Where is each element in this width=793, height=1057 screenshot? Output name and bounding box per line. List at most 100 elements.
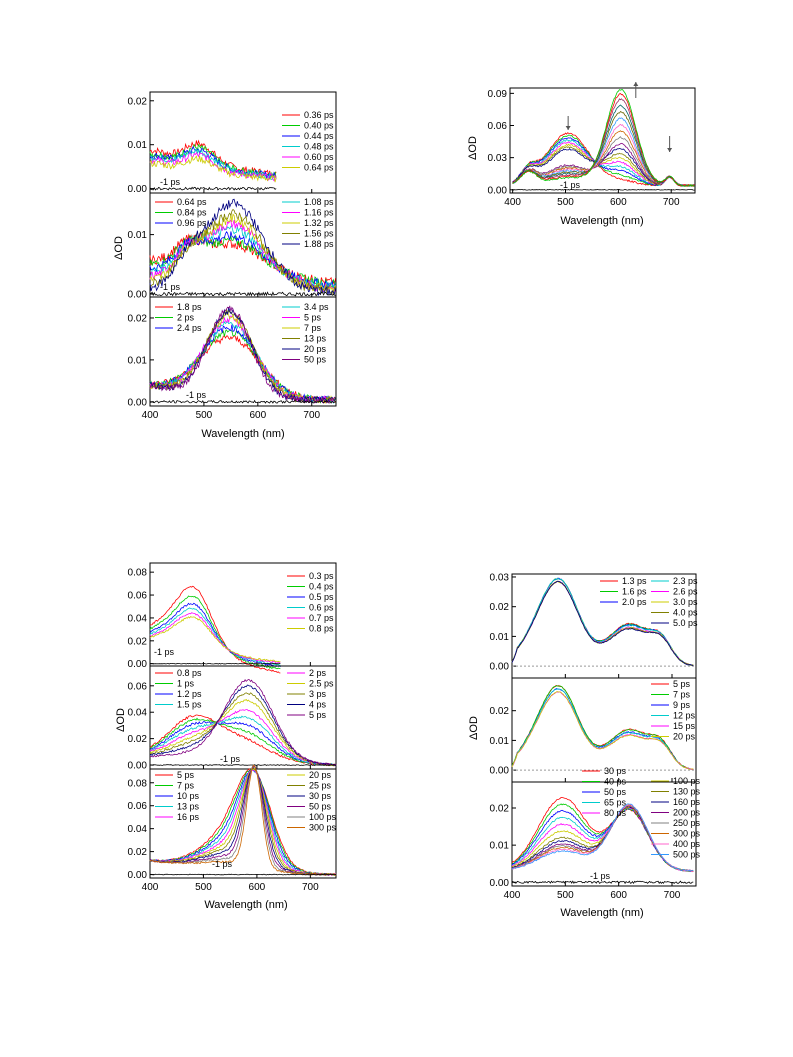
series-line <box>149 764 337 876</box>
legend-label: 4 ps <box>309 700 327 710</box>
series-annotation: -1 ps <box>160 282 181 292</box>
legend-label: 1.6 ps <box>622 587 647 597</box>
arrow-head <box>667 148 673 152</box>
y-tick-label: 0.01 <box>128 355 148 366</box>
legend-label: 7 ps <box>177 781 195 791</box>
baseline-line <box>149 764 337 766</box>
legend-label: 0.96 ps <box>177 218 207 228</box>
series-line <box>511 688 694 770</box>
plot-panel: 0.00 0.01 0.02 400 500 600 700 1.8 ps2 ps2.4 ps… <box>128 296 337 421</box>
legend-label: 1.56 ps <box>304 229 334 239</box>
y-tick-label: 0.06 <box>488 121 508 132</box>
legend-label: 25 ps <box>309 781 332 791</box>
series-line <box>511 691 694 770</box>
baseline-line <box>149 291 336 297</box>
legend-label: 10 ps <box>177 791 200 801</box>
y-tick-label: 0.00 <box>490 878 510 889</box>
series-line <box>511 688 694 770</box>
series-line <box>149 198 336 297</box>
series-line <box>149 595 281 670</box>
y-tick-label: 0.06 <box>128 681 148 692</box>
y-tick-label: 0.00 <box>128 659 148 670</box>
series-line <box>149 698 337 767</box>
legend-label: 400 ps <box>673 839 701 849</box>
plot-panel: 0.00 0.03 0.06 0.09 400 500 600 700 -1 ps <box>488 82 696 208</box>
legend-label: 0.44 ps <box>304 131 334 141</box>
series-line <box>149 155 277 183</box>
series-line <box>149 585 281 674</box>
x-tick-label: 500 <box>557 890 574 901</box>
plot-panel: 0.00 0.01 0.64 ps0.84 ps0.96 ps 1.08 ps1.16… <box>128 192 337 301</box>
y-tick-label: 0.04 <box>128 613 148 624</box>
baseline-line <box>149 873 337 876</box>
series-line <box>149 235 336 289</box>
legend-label: 20 ps <box>309 770 332 780</box>
legend-label: 40 ps <box>604 777 627 787</box>
legend-label: 0.6 ps <box>309 603 334 613</box>
x-tick-label: 400 <box>504 197 521 208</box>
legend-label: 1.32 ps <box>304 218 334 228</box>
y-tick-label: 0.04 <box>128 708 148 719</box>
series-annotation: -1 ps <box>212 859 233 869</box>
legend-label: 20 ps <box>304 344 327 354</box>
series-line <box>511 684 694 771</box>
y-tick-label: 0.00 <box>488 185 508 196</box>
series-annotation: -1 ps <box>560 180 581 190</box>
legend-label: 2 ps <box>177 313 195 323</box>
legend-label: 200 ps <box>673 808 701 818</box>
series-line <box>149 145 277 180</box>
legend-label: 160 ps <box>673 797 701 807</box>
x-tick-label: 700 <box>303 410 320 421</box>
legend-label: 130 ps <box>673 787 701 797</box>
x-tick-label: 600 <box>249 410 266 421</box>
legend-label: 250 ps <box>673 818 701 828</box>
plot-panel: 0.00 0.02 0.04 0.06 0.08 400 500 600 700 5 ps7 ps… <box>128 764 337 893</box>
legend-label: 50 ps <box>304 355 327 365</box>
x-tick-label: 400 <box>142 410 159 421</box>
series-line <box>149 231 336 290</box>
baseline-line <box>511 880 694 885</box>
series-line <box>149 233 336 286</box>
series-line <box>149 767 337 876</box>
y-tick-label: 0.00 <box>128 870 148 881</box>
y-tick-label: 0.08 <box>128 778 148 789</box>
series-line <box>149 616 281 663</box>
y-tick-label: 0.09 <box>488 89 508 100</box>
series-line <box>149 607 281 666</box>
series-line <box>511 580 694 666</box>
y-tick-label: 0.02 <box>128 847 148 858</box>
legend-label: 16 ps <box>177 812 200 822</box>
legend-label: 0.5 ps <box>309 592 334 602</box>
series-annotation: -1 ps <box>590 871 611 881</box>
legend-label: 300 ps <box>309 823 337 833</box>
series-line <box>512 93 695 187</box>
y-axis-label: ΔOD <box>113 236 125 260</box>
x-tick-label: 600 <box>610 890 627 901</box>
series-annotation: -1 ps <box>220 754 241 764</box>
legend-label: 13 ps <box>304 334 327 344</box>
series-line <box>511 580 694 667</box>
x-tick-label: 700 <box>664 890 681 901</box>
legend-label: 15 ps <box>673 721 696 731</box>
legend-label: 1.3 ps <box>622 576 647 586</box>
legend-label: 80 ps <box>604 808 627 818</box>
series-line <box>511 581 694 667</box>
legend-label: 20 ps <box>673 732 696 742</box>
legend-label: 9 ps <box>673 700 691 710</box>
legend-label: 4.0 ps <box>673 608 698 618</box>
y-axis-label: ΔOD <box>468 716 480 740</box>
arrow-head <box>565 126 571 130</box>
legend-label: 13 ps <box>177 802 200 812</box>
y-tick-label: 0.01 <box>490 736 510 747</box>
y-axis-label: ΔOD <box>115 708 127 732</box>
baseline-line <box>149 399 336 404</box>
y-tick-label: 0.00 <box>128 290 148 301</box>
y-axis-label: ΔOD <box>467 136 479 160</box>
y-tick-label: 0.01 <box>490 632 510 643</box>
legend-label: 3.0 ps <box>673 597 698 607</box>
y-tick-label: 0.08 <box>128 568 148 579</box>
legend-label: 65 ps <box>604 798 627 808</box>
